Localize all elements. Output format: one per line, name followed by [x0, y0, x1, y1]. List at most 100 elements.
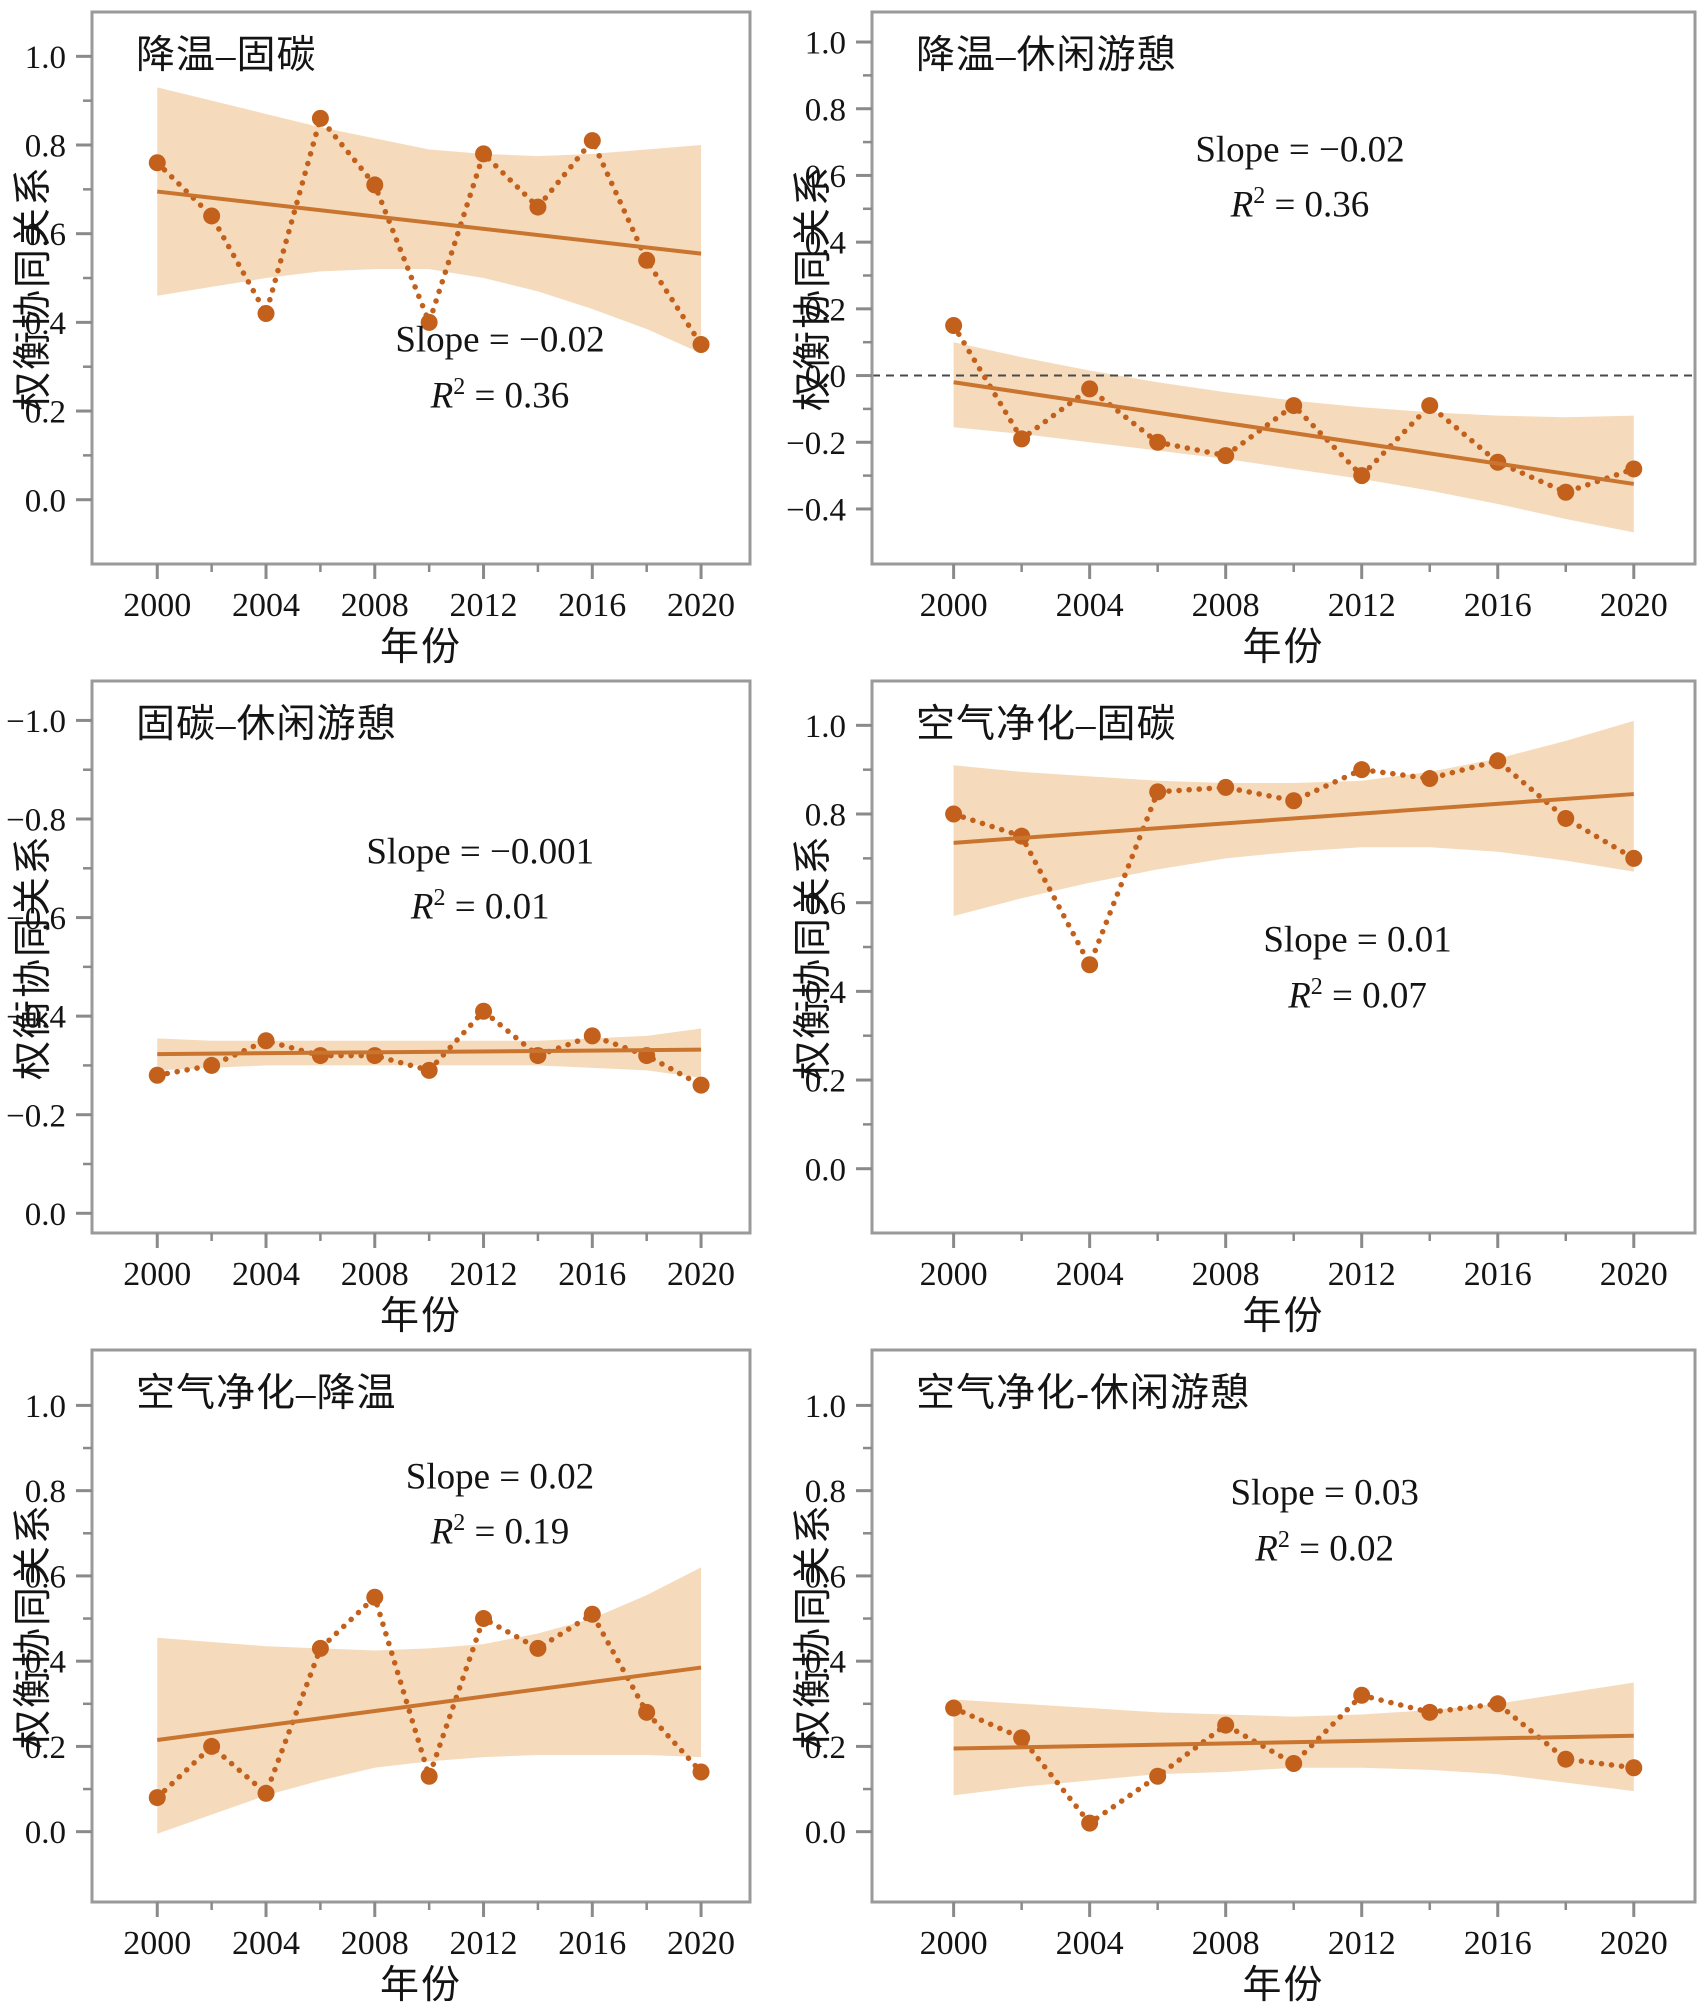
svg-text:2004: 2004 [1056, 1256, 1124, 1293]
svg-text:2004: 2004 [232, 1256, 300, 1293]
svg-text:2020: 2020 [1600, 1256, 1668, 1293]
svg-text:0.6: 0.6 [805, 159, 846, 195]
svg-text:2000: 2000 [123, 587, 191, 624]
svg-text:1.0: 1.0 [805, 1389, 846, 1425]
slope-label: Slope = −0.02 [1195, 129, 1405, 171]
chart-panel-carbon-recreation: −1.0 −0.8 −0.6 −0.4 −0.2 0.0 2000 2004 2008 2012 2… [0, 669, 851, 1338]
regression-annotation: Slope = 0.03 R2 = 0.02 [1230, 1466, 1418, 1577]
svg-text:0.4: 0.4 [805, 975, 846, 1011]
svg-text:2016: 2016 [1464, 1925, 1532, 1962]
svg-text:0.2: 0.2 [805, 292, 846, 328]
panel-title: 空气净化–降温 [136, 1372, 397, 1415]
svg-text:0.2: 0.2 [805, 1730, 846, 1766]
svg-text:2000: 2000 [123, 1256, 191, 1293]
chart-canvas: 1.0 0.8 0.6 0.4 0.2 0.0 2000 2004 2008 2012 2016 20… [805, 679, 1697, 1293]
svg-text:1.0: 1.0 [805, 709, 846, 745]
svg-text:0.0: 0.0 [25, 1815, 66, 1851]
r2-label: R2 = 0.36 [430, 373, 570, 417]
svg-text:0.6: 0.6 [25, 217, 66, 253]
regression-annotation: Slope = −0.001 R2 = 0.01 [366, 824, 594, 935]
y-axis-label: 权衡协同关系 [12, 1502, 55, 1750]
svg-text:0.8: 0.8 [805, 92, 846, 128]
x-axis-label: 年份 [379, 1295, 463, 1338]
svg-text:2008: 2008 [341, 1925, 409, 1962]
svg-text:2004: 2004 [232, 587, 300, 624]
slope-label: Slope = −0.02 [395, 319, 605, 361]
svg-text:2000: 2000 [920, 1925, 988, 1962]
svg-text:0.8: 0.8 [25, 1474, 66, 1510]
svg-text:0.2: 0.2 [805, 1064, 846, 1100]
svg-text:0.4: 0.4 [805, 1645, 846, 1681]
x-axis-label: 年份 [1242, 1964, 1325, 2007]
y-axis-label: 权衡协同关系 [792, 164, 835, 412]
svg-text:0.6: 0.6 [25, 1559, 66, 1595]
svg-text:−0.8: −0.8 [6, 803, 66, 839]
panel-title: 降温–固碳 [136, 34, 317, 77]
svg-text:0.0: 0.0 [805, 359, 846, 395]
svg-text:−0.4: −0.4 [786, 493, 846, 529]
x-axis-label: 年份 [379, 1964, 463, 2007]
svg-text:2012: 2012 [1328, 1925, 1396, 1962]
y-axis-label: 权衡协同关系 [12, 164, 55, 412]
svg-text:0.6: 0.6 [805, 1559, 846, 1595]
svg-text:−0.2: −0.2 [6, 1098, 66, 1134]
chart-canvas: 1.0 0.8 0.6 0.4 0.2 0.0 −0.2 −0.4 2000 2004 2008 20… [786, 10, 1697, 624]
svg-text:2016: 2016 [558, 1925, 626, 1962]
chart-panel-air-recreation: 1.0 0.8 0.6 0.4 0.2 0.0 2000 2004 2008 2012 2016 20… [792, 1338, 1703, 2007]
svg-text:1.0: 1.0 [25, 40, 66, 76]
chart-panel-cooling-carbon: 1.0 0.8 0.6 0.4 0.2 0.0 2000 2004 2008 2012 2016 20… [0, 0, 851, 669]
svg-text:0.4: 0.4 [805, 226, 846, 262]
r2-label: R2 = 0.36 [1230, 183, 1370, 226]
svg-text:2020: 2020 [1600, 1925, 1668, 1962]
svg-text:2016: 2016 [1464, 587, 1532, 624]
panel-title: 空气净化–固碳 [916, 703, 1177, 746]
y-axis-label: 权衡协同关系 [12, 833, 55, 1081]
svg-text:0.0: 0.0 [25, 1197, 66, 1233]
panel-title: 空气净化-休闲游憩 [916, 1372, 1250, 1415]
svg-text:2000: 2000 [920, 587, 988, 624]
svg-text:2012: 2012 [1328, 587, 1396, 624]
svg-text:0.8: 0.8 [805, 1474, 846, 1510]
chart-panel-air-cooling: 1.0 0.8 0.6 0.4 0.2 0.0 2000 2004 2008 2012 2016 20… [0, 1338, 851, 2007]
panel-title: 固碳–休闲游憩 [136, 703, 397, 746]
x-axis-label: 年份 [379, 626, 463, 669]
panel-title: 降温–休闲游憩 [916, 34, 1177, 77]
svg-text:0.4: 0.4 [25, 306, 66, 342]
svg-text:0.0: 0.0 [805, 1152, 846, 1188]
svg-text:2004: 2004 [1056, 1925, 1124, 1962]
slope-label: Slope = 0.02 [405, 1456, 595, 1498]
chart-panel-cooling-recreation: 1.0 0.8 0.6 0.4 0.2 0.0 −0.2 −0.4 2000 2004 2008 20… [786, 0, 1703, 669]
r2-label: R2 = 0.07 [1288, 973, 1427, 1017]
chart-canvas: −1.0 −0.8 −0.6 −0.4 −0.2 0.0 2000 2004 2008 2012 2… [6, 679, 752, 1293]
svg-text:2020: 2020 [667, 587, 735, 624]
svg-text:2000: 2000 [920, 1256, 988, 1293]
svg-text:0.0: 0.0 [25, 483, 66, 519]
svg-text:0.2: 0.2 [25, 395, 66, 431]
svg-text:−0.4: −0.4 [6, 1000, 66, 1036]
svg-text:2020: 2020 [667, 1925, 735, 1962]
svg-text:1.0: 1.0 [25, 1389, 66, 1425]
svg-text:0.8: 0.8 [805, 798, 846, 834]
svg-text:2008: 2008 [341, 587, 409, 624]
x-axis-label: 年份 [1242, 626, 1325, 669]
chart-panel-air-carbon: 1.0 0.8 0.6 0.4 0.2 0.0 2000 2004 2008 2012 2016 20… [792, 669, 1703, 1338]
svg-text:2008: 2008 [1192, 1256, 1260, 1293]
regression-annotation: Slope = −0.02 R2 = 0.36 [1195, 122, 1404, 233]
svg-text:2020: 2020 [1600, 587, 1668, 624]
chart-canvas: 1.0 0.8 0.6 0.4 0.2 0.0 2000 2004 2008 2012 2016 20… [805, 1348, 1697, 1962]
r2-label: R2 = 0.01 [410, 885, 550, 928]
svg-text:2020: 2020 [667, 1256, 735, 1293]
r2-label: R2 = 0.02 [1255, 1526, 1394, 1570]
chart-canvas: 1.0 0.8 0.6 0.4 0.2 0.0 2000 2004 2008 2012 2016 20… [25, 10, 752, 624]
svg-text:0.6: 0.6 [805, 886, 846, 922]
svg-text:2016: 2016 [1464, 1256, 1532, 1293]
svg-text:0.2: 0.2 [25, 1730, 66, 1766]
svg-text:−1.0: −1.0 [6, 704, 66, 740]
svg-text:0.0: 0.0 [805, 1815, 846, 1851]
svg-text:−0.2: −0.2 [786, 426, 846, 462]
svg-text:2000: 2000 [123, 1925, 191, 1962]
r2-label: R2 = 0.19 [430, 1510, 570, 1553]
slope-label: Slope = −0.001 [366, 831, 595, 873]
svg-text:2004: 2004 [1056, 587, 1124, 624]
